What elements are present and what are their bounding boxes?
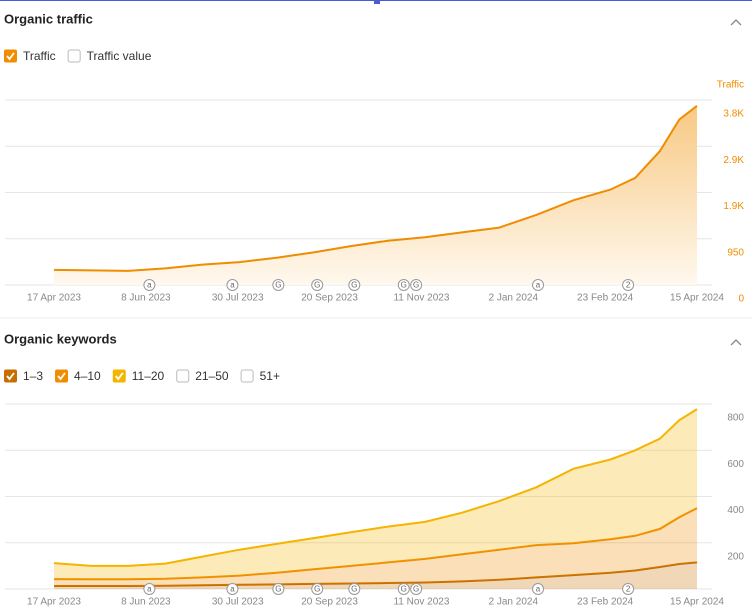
x-tick-label: 15 Apr 2024: [670, 597, 724, 608]
annotation-marker[interactable]: [348, 583, 361, 595]
x-tick-label: 2 Jan 2024: [489, 597, 539, 608]
y-axis-label: Traffic: [717, 80, 744, 91]
annotation-label: G: [413, 281, 419, 290]
x-tick-label: 15 Apr 2024: [670, 293, 724, 304]
series-line: [54, 561, 698, 587]
y-tick-label: 3.8K: [723, 109, 744, 120]
annotation-label: G: [413, 585, 419, 594]
annotation-label: 2: [626, 281, 631, 290]
annotation-marker[interactable]: [622, 583, 635, 595]
checkbox[interactable]: [4, 369, 17, 383]
annotation-marker[interactable]: [143, 279, 156, 291]
area-fill: [54, 105, 697, 285]
series-line: [53, 507, 698, 581]
annotation-marker[interactable]: [226, 583, 239, 595]
annotation-marker[interactable]: [272, 279, 285, 291]
checkbox[interactable]: [112, 369, 126, 383]
check-mark: [6, 52, 15, 61]
annotation-marker[interactable]: [272, 583, 285, 595]
checkbox[interactable]: [176, 369, 190, 383]
annotation-label: G: [401, 585, 407, 594]
annotation-label: a: [147, 585, 152, 594]
annotation-marker[interactable]: [143, 583, 156, 595]
y-tick-label: 200: [727, 551, 744, 562]
x-tick-label: 17 Apr 2023: [27, 293, 81, 304]
x-tick-label: 23 Feb 2024: [577, 293, 634, 304]
annotation-marker[interactable]: [311, 583, 324, 595]
annotation-marker[interactable]: [622, 279, 635, 291]
checkbox[interactable]: [4, 49, 17, 63]
checkbox[interactable]: [55, 369, 69, 383]
top-marker: [374, 0, 380, 4]
x-tick-label: 8 Jun 2023: [121, 597, 171, 608]
annotation-label: G: [275, 281, 281, 290]
annotation-marker[interactable]: [532, 279, 545, 291]
area-fill: [54, 508, 697, 586]
y-tick-label: 1.9K: [723, 201, 744, 212]
annotation-marker[interactable]: [348, 279, 361, 291]
annotation-label: G: [314, 585, 320, 594]
x-tick-label: 2 Jan 2024: [489, 293, 539, 304]
y-tick-label: 600: [727, 459, 744, 470]
x-tick-label: 17 Apr 2023: [27, 597, 81, 608]
annotation-marker[interactable]: [397, 279, 410, 291]
annotation-marker[interactable]: [410, 279, 423, 291]
annotation-label: G: [314, 281, 320, 290]
section-title: Organic traffic: [4, 11, 93, 26]
checkbox[interactable]: [67, 49, 81, 63]
annotation-label: G: [351, 585, 357, 594]
x-tick-label: 20 Sep 2023: [301, 293, 358, 304]
x-tick-label: 11 Nov 2023: [393, 597, 449, 608]
check-mark: [6, 372, 15, 381]
annotation-label: G: [401, 281, 407, 290]
y-tick-label: 2.9K: [723, 155, 744, 166]
x-tick-label: 8 Jun 2023: [121, 293, 171, 304]
y-tick-label: 400: [727, 505, 744, 516]
check-mark: [57, 372, 66, 381]
x-tick-label: 30 Jul 2023: [212, 293, 264, 304]
section-title: Organic keywords: [4, 331, 117, 346]
annotation-label: 2: [626, 585, 631, 594]
y-tick-label: 950: [727, 247, 744, 258]
x-tick-label: 11 Nov 2023: [393, 293, 449, 304]
annotation-label: a: [230, 585, 235, 594]
legend-label[interactable]: Traffic: [23, 49, 56, 63]
annotation-label: a: [230, 281, 235, 290]
legend-label[interactable]: 21–50: [195, 369, 229, 383]
annotation-marker[interactable]: [410, 583, 423, 595]
annotation-marker[interactable]: [532, 583, 545, 595]
x-tick-label: 23 Feb 2024: [577, 597, 634, 608]
y-tick-label: 800: [727, 413, 744, 424]
annotation-label: G: [275, 585, 281, 594]
legend-label[interactable]: 4–10: [74, 369, 101, 383]
legend-label[interactable]: 11–20: [132, 369, 165, 383]
area-fill: [54, 409, 697, 580]
legend-label[interactable]: 51+: [260, 369, 280, 383]
series-line: [53, 105, 698, 272]
legend-label[interactable]: Traffic value: [87, 49, 152, 63]
collapse-icon[interactable]: [730, 339, 742, 346]
checkbox[interactable]: [240, 369, 254, 383]
legend-label[interactable]: 1–3: [23, 369, 43, 383]
annotation-marker[interactable]: [397, 583, 410, 595]
x-tick-label: 30 Jul 2023: [212, 597, 264, 608]
annotation-label: a: [536, 281, 541, 290]
x-tick-label: 20 Sep 2023: [301, 597, 358, 608]
collapse-icon[interactable]: [730, 19, 742, 26]
series-line: [53, 408, 698, 567]
area-fill: [54, 562, 697, 589]
check-mark: [115, 372, 124, 381]
annotation-label: a: [147, 281, 152, 290]
y-tick-label: 0: [738, 294, 744, 305]
annotation-label: a: [536, 585, 541, 594]
annotation-label: G: [351, 281, 357, 290]
annotation-marker[interactable]: [311, 279, 324, 291]
annotation-marker[interactable]: [226, 279, 239, 291]
